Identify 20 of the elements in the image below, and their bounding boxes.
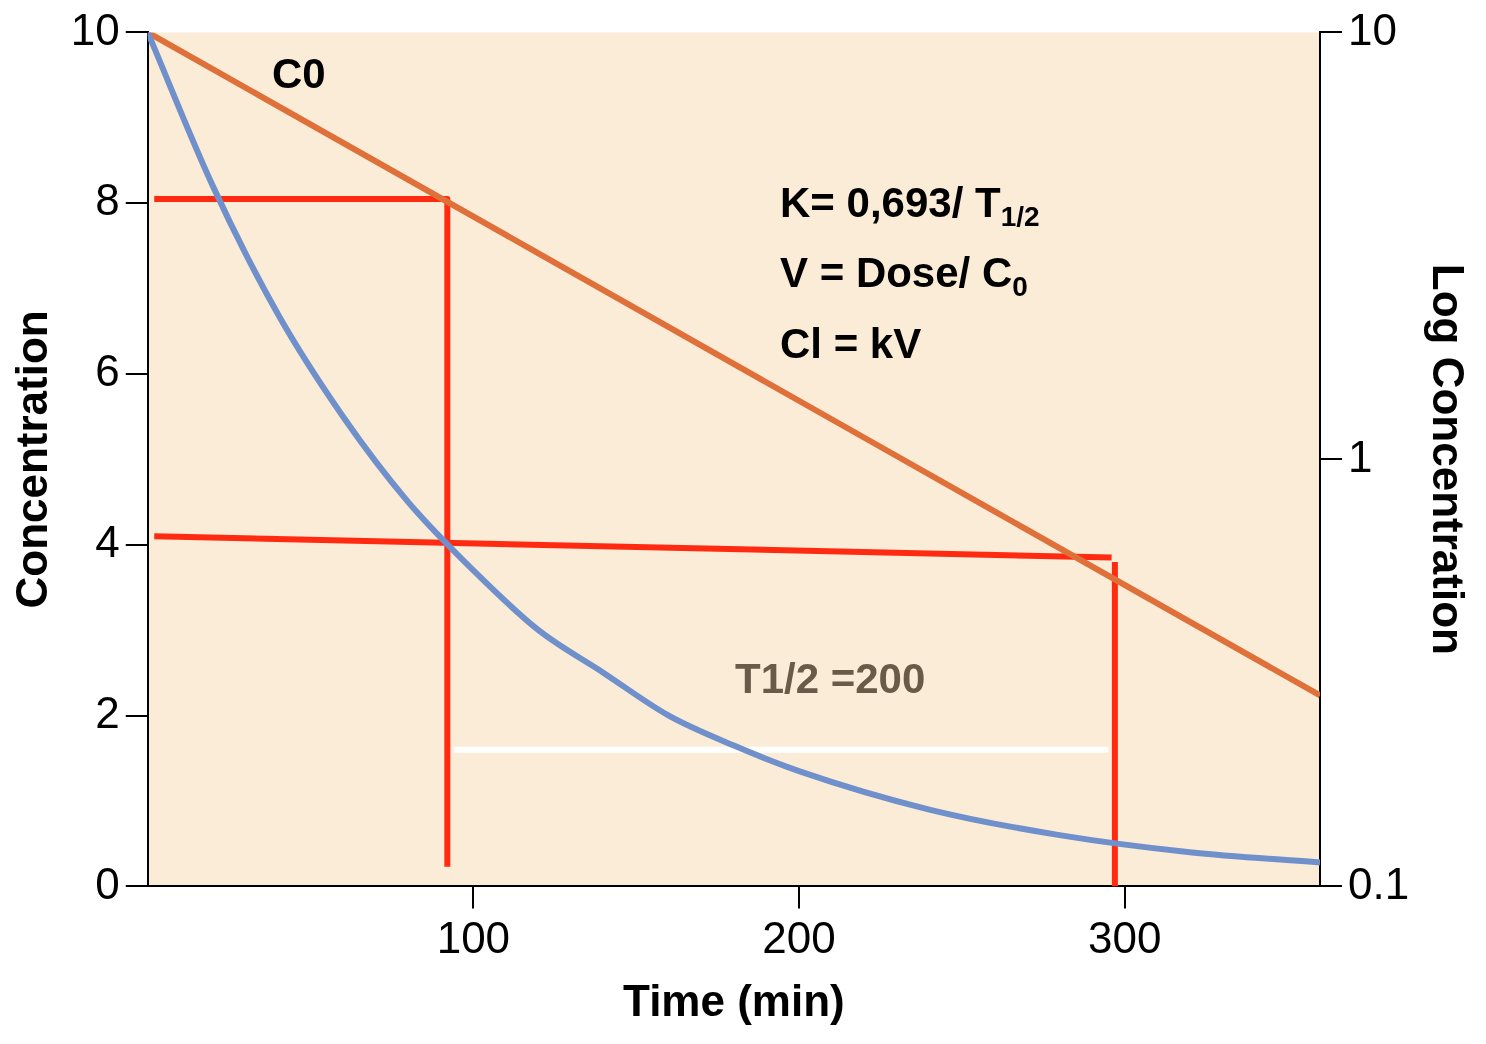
annotation: C0 [272,50,326,98]
y2-tick-label: 10 [1348,4,1397,54]
annotation: V = Dose/ C$_{0}$ [780,248,1029,305]
y2-axis-title: Log Concentration [1424,263,1474,655]
y2-tick-label: 1 [1348,431,1373,481]
x-axis-title: Time (min) [623,975,845,1025]
annotation: T1/2 =200 [735,655,926,703]
y-tick-label: 0 [95,858,120,908]
y-tick-label: 4 [95,516,120,566]
y2-tick-label: 0.1 [1348,858,1410,908]
x-tick-label: 200 [762,912,836,962]
annotation: K= 0,693/ T$_{1/2}$ [780,178,1040,235]
y-tick-label: 10 [70,4,120,54]
annotation: Cl = kV [780,318,923,369]
y-axis-title: Concentration [6,310,56,609]
y-tick-label: 6 [95,346,120,396]
x-tick-label: 300 [1087,912,1162,962]
y-tick-label: 8 [95,175,120,225]
x-tick-label: 100 [436,912,511,962]
y-tick-label: 2 [95,687,120,737]
